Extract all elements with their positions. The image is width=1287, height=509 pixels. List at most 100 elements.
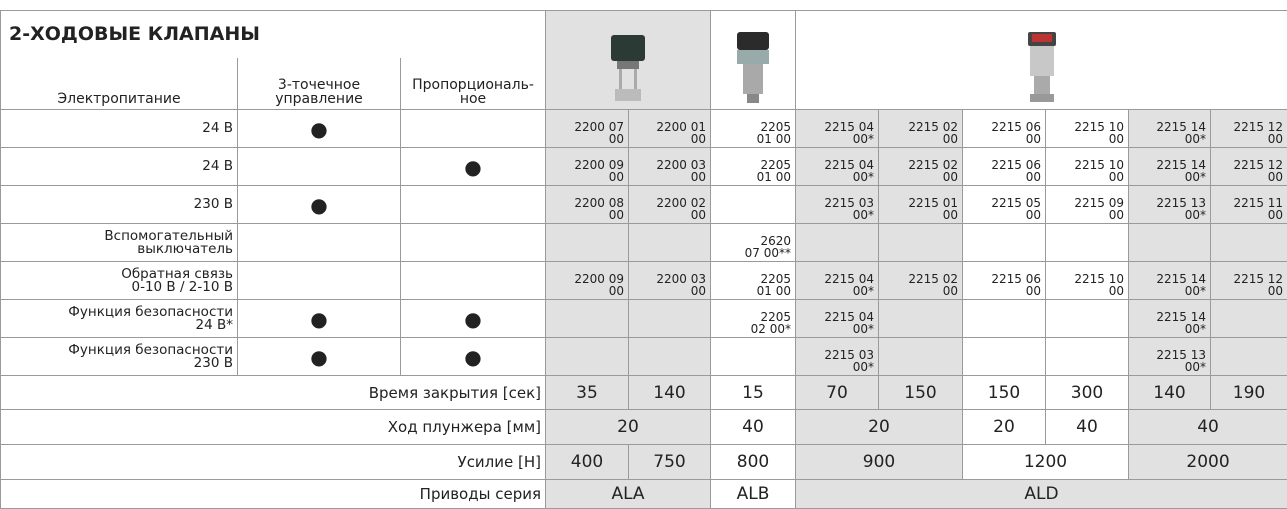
code-cell xyxy=(1129,224,1211,262)
code-cell: 2200 08 00 xyxy=(546,186,629,224)
code-cell: 2215 04 00* xyxy=(796,110,879,148)
code-cell: 2215 02 00 xyxy=(879,148,963,186)
code-cell: 2215 02 00 xyxy=(879,110,963,148)
spec-value: 190 xyxy=(1211,376,1287,410)
row-label: 24 В xyxy=(1,110,238,148)
code-cell xyxy=(1046,224,1129,262)
title: 2-ХОДОВЫЕ КЛАПАНЫ xyxy=(1,11,546,58)
code-cell xyxy=(963,338,1046,376)
row-label: Функция безопасности 230 В xyxy=(1,338,238,376)
three-point-mark: ● xyxy=(238,186,401,224)
image-cell xyxy=(711,11,796,110)
code-cell: 2215 12 00 xyxy=(1211,262,1287,300)
code-cell xyxy=(546,300,629,338)
page: 2-ХОДОВЫЕ КЛАПАНЫ Электропитание 3-точеч… xyxy=(0,0,1287,490)
code-cell xyxy=(546,224,629,262)
spec-value: ALA xyxy=(546,480,711,509)
three-point-mark xyxy=(238,262,401,300)
code-cell: 2215 04 00* xyxy=(796,148,879,186)
spec-label: Ход плунжера [мм] xyxy=(1,410,546,445)
valve-table: 2-ХОДОВЫЕ КЛАПАНЫ Электропитание 3-точеч… xyxy=(0,10,1287,509)
code-cell xyxy=(711,186,796,224)
spec-value: 1200 xyxy=(963,445,1129,480)
three-point-mark xyxy=(238,224,401,262)
three-point-mark xyxy=(238,148,401,186)
code-cell: 2215 05 00 xyxy=(963,186,1046,224)
code-cell: 2215 14 00* xyxy=(1129,300,1211,338)
spec-value: 15 xyxy=(711,376,796,410)
proportional-mark: ● xyxy=(401,148,546,186)
code-cell: 2215 11 00 xyxy=(1211,186,1287,224)
spec-label: Приводы серия xyxy=(1,480,546,509)
code-cell xyxy=(879,224,963,262)
code-cell: 2215 14 00* xyxy=(1129,148,1211,186)
code-cell xyxy=(879,338,963,376)
code-cell: 2200 03 00 xyxy=(629,148,711,186)
code-cell: 2215 09 00 xyxy=(1046,186,1129,224)
code-cell xyxy=(879,300,963,338)
three-point-mark: ● xyxy=(238,300,401,338)
row-label: 230 В xyxy=(1,186,238,224)
spec-value: ALD xyxy=(796,480,1287,509)
spec-value: 2000 xyxy=(1129,445,1287,480)
code-cell xyxy=(963,224,1046,262)
spec-value: 150 xyxy=(879,376,963,410)
code-cell: 2205 01 00 xyxy=(711,148,796,186)
image-cell xyxy=(796,11,1287,110)
code-cell xyxy=(1046,338,1129,376)
code-cell: 2200 09 00 xyxy=(546,148,629,186)
proportional-mark xyxy=(401,262,546,300)
spec-value: 750 xyxy=(629,445,711,480)
code-cell: 2215 12 00 xyxy=(1211,148,1287,186)
code-cell: 2215 13 00* xyxy=(1129,338,1211,376)
code-cell xyxy=(711,338,796,376)
code-cell: 2205 02 00* xyxy=(711,300,796,338)
row: Функция безопасности 230 В●●2215 03 00*2… xyxy=(1,338,1287,376)
spec-value: 140 xyxy=(1129,376,1211,410)
code-cell: 2215 06 00 xyxy=(963,110,1046,148)
code-cell: 2200 03 00 xyxy=(629,262,711,300)
row-label: Вспомогательный выключатель xyxy=(1,224,238,262)
header-cell: Пропорциональ-ное xyxy=(401,58,546,110)
header-cell: Электропитание xyxy=(1,58,238,110)
code-cell: 2215 13 00* xyxy=(1129,186,1211,224)
spec-value: 140 xyxy=(629,376,711,410)
image-cell xyxy=(546,11,711,110)
code-cell: 2620 07 00** xyxy=(711,224,796,262)
spec-value: 70 xyxy=(796,376,879,410)
actuator-image xyxy=(1022,30,1062,105)
code-cell: 2200 09 00 xyxy=(546,262,629,300)
spec-value: ALB xyxy=(711,480,796,509)
code-cell: 2200 01 00 xyxy=(629,110,711,148)
code-cell: 2205 01 00 xyxy=(711,262,796,300)
header-cell: 3-точечное управление xyxy=(238,58,401,110)
code-cell: 2215 02 00 xyxy=(879,262,963,300)
code-cell xyxy=(1211,224,1287,262)
spec-label: Усилие [Н] xyxy=(1,445,546,480)
code-cell xyxy=(1211,338,1287,376)
title-row: 2-ХОДОВЫЕ КЛАПАНЫ xyxy=(1,11,1287,58)
row: Функция безопасности 24 В*●●2205 02 00*2… xyxy=(1,300,1287,338)
code-cell xyxy=(629,300,711,338)
spec-label: Время закрытия [сек] xyxy=(1,376,546,410)
code-cell xyxy=(963,300,1046,338)
proportional-mark xyxy=(401,110,546,148)
proportional-mark xyxy=(401,186,546,224)
spec-value: 40 xyxy=(1129,410,1287,445)
row: Вспомогательный выключатель 2620 07 00** xyxy=(1,224,1287,262)
spec-value: 35 xyxy=(546,376,629,410)
row-label: Функция безопасности 24 В* xyxy=(1,300,238,338)
spec-value: 150 xyxy=(963,376,1046,410)
spec-value: 20 xyxy=(796,410,963,445)
spec-value: 300 xyxy=(1046,376,1129,410)
row-label: 24 В xyxy=(1,148,238,186)
code-cell: 2215 14 00* xyxy=(1129,262,1211,300)
code-cell: 2215 04 00* xyxy=(796,262,879,300)
code-cell: 2215 06 00 xyxy=(963,262,1046,300)
